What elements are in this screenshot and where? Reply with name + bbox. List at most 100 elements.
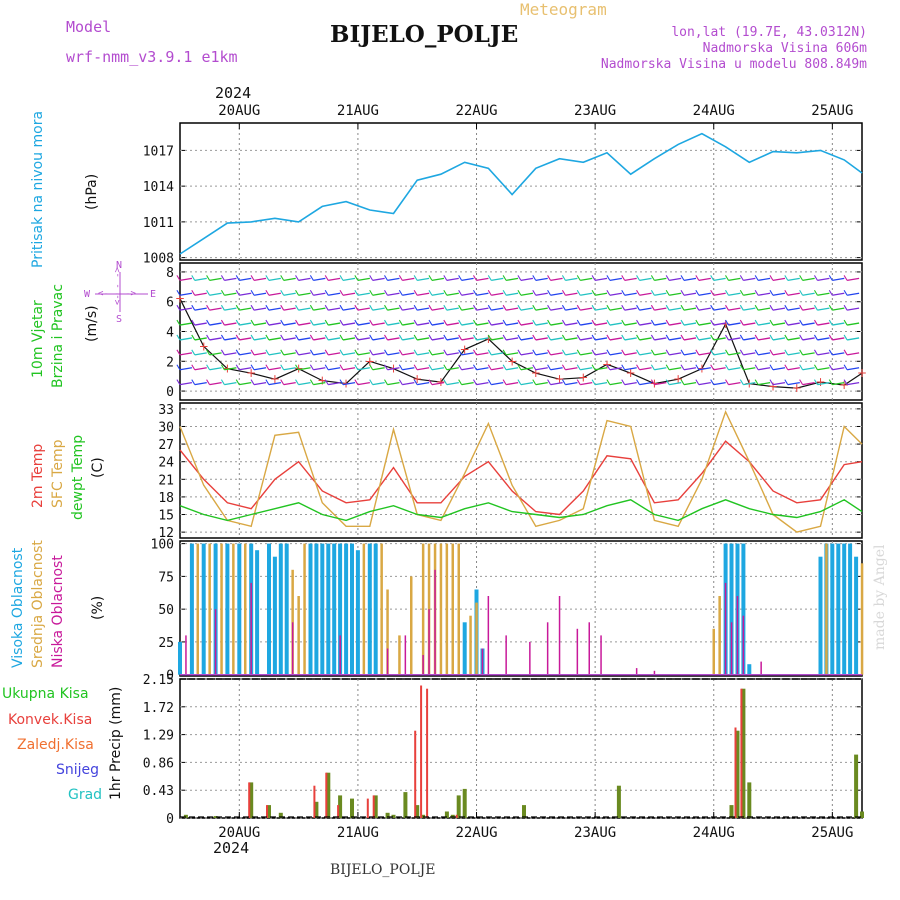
precip-bar-0-6: [326, 772, 331, 818]
wind-barb-flag-3-15: [398, 334, 403, 341]
wind-barb-4-28: [594, 322, 608, 326]
wind-barb-flag-1-29: [606, 364, 611, 371]
wind-barb-1-35: [698, 367, 711, 371]
wind-barb-flag-5-23: [517, 304, 522, 311]
wind-barb-flag-2-40: [769, 349, 774, 356]
wind-barb-2-41: [787, 352, 800, 356]
wind-barb-7-35: [698, 277, 711, 282]
wind-barb-flag-4-1: [191, 319, 196, 326]
cloud-bar-1-7: [303, 543, 306, 675]
wind-barb-flag-1-41: [784, 364, 789, 371]
wind-gust-mark-6: +: [317, 374, 327, 388]
wind-barb-5-36: [713, 307, 726, 311]
wind-barb-0-8: [298, 381, 311, 386]
precip-bar-0-15: [444, 811, 449, 818]
wind-barb-flag-0-35: [695, 379, 700, 385]
wind-barb-2-37: [728, 352, 741, 356]
wind-barb-6-1: [194, 292, 207, 296]
wind-barb-flag-6-11: [339, 289, 344, 296]
cloud-bar-1-11: [398, 635, 401, 675]
wind-barb-5-30: [624, 307, 637, 311]
wind-barb-flag-6-16: [413, 289, 418, 296]
wind-barb-flag-2-35: [695, 349, 700, 356]
wind-barb-2-45: [846, 352, 860, 356]
wind-barb-flag-4-40: [769, 319, 774, 326]
wind-barb-flag-6-41: [784, 289, 789, 296]
wind-barb-flag-6-39: [754, 289, 759, 296]
wind-barb-2-19: [461, 352, 474, 356]
wind-barb-flag-5-32: [650, 304, 655, 311]
wind-barb-flag-2-5: [250, 349, 255, 356]
wind-barb-7-30: [624, 277, 637, 282]
wind-barb-7-26: [565, 277, 578, 282]
panel-frame-pressure: [179, 122, 863, 261]
wind-barb-flag-4-28: [591, 319, 596, 326]
wind-barb-3-25: [550, 337, 563, 341]
wind-barb-flag-6-27: [576, 289, 581, 296]
wind-barb-flag-4-33: [665, 319, 670, 326]
wind-barb-flag-2-42: [799, 349, 804, 356]
wind-barb-flag-7-19: [458, 275, 463, 281]
ytick-label-temperature-6: 30: [158, 420, 174, 435]
wind-barb-7-6: [268, 277, 281, 282]
wind-barb-flag-5-6: [265, 304, 270, 311]
wind-barb-flag-7-39: [754, 275, 759, 281]
wind-barb-flag-2-18: [443, 349, 448, 356]
wind-barb-flag-2-27: [576, 349, 581, 356]
wind-barb-0-11: [342, 381, 356, 386]
wind-barb-1-27: [580, 367, 593, 371]
wind-barb-flag-2-7: [280, 349, 285, 356]
wind-barb-flag-3-17: [428, 334, 433, 341]
wind-barb-0-27: [580, 381, 593, 386]
wind-barb-3-30: [624, 337, 637, 341]
wind-barb-flag-6-14: [384, 289, 388, 296]
wind-barb-flag-4-0: [176, 319, 181, 326]
wind-barb-flag-0-32: [650, 379, 655, 385]
wind-barb-7-0: [179, 277, 193, 282]
wind-barb-flag-4-37: [725, 319, 729, 326]
wind-barb-3-11: [342, 337, 356, 341]
wind-barb-1-6: [268, 367, 281, 371]
wind-barb-7-37: [728, 277, 741, 282]
wind-barb-6-0: [179, 292, 193, 296]
wind-barb-flag-5-24: [532, 304, 537, 311]
wind-barb-flag-7-36: [710, 275, 715, 281]
wind-barb-flag-3-29: [606, 334, 611, 341]
cloud-bar-0-3: [213, 543, 218, 675]
wind-barb-flag-1-11: [339, 364, 344, 371]
wind-barb-2-27: [580, 352, 593, 356]
wind-barb-4-36: [713, 322, 726, 326]
wind-barb-flag-5-34: [680, 304, 685, 311]
wind-barb-6-26: [565, 292, 578, 296]
wind-barb-1-16: [417, 367, 430, 371]
cloud-bar-0-34: [836, 543, 841, 675]
precip-bar-0-11: [391, 814, 396, 818]
wind-barb-2-38: [743, 352, 756, 356]
wind-barb-flag-5-43: [813, 304, 818, 311]
wind-barb-3-5: [253, 337, 267, 341]
wind-barb-flag-1-24: [532, 364, 537, 371]
cloud-bar-0-7: [255, 550, 260, 675]
wind-barb-flag-4-44: [828, 319, 833, 326]
wind-barb-2-28: [594, 352, 608, 356]
wind-barb-flag-2-3: [220, 349, 225, 356]
wind-barb-flag-5-1: [191, 304, 196, 311]
cloud-bar-2-15: [558, 596, 561, 675]
wind-barb-0-25: [550, 381, 563, 386]
wind-barb-0-31: [639, 381, 652, 386]
wind-barb-0-18: [446, 381, 459, 386]
wind-barb-5-0: [179, 307, 193, 311]
wind-barb-flag-6-35: [695, 289, 700, 296]
wind-barb-flag-6-37: [725, 289, 729, 296]
ytick-label-precip-5: 2.15: [143, 673, 174, 688]
wind-barb-1-5: [253, 367, 267, 371]
wind-barb-3-21: [491, 337, 504, 341]
wind-barb-flag-7-0: [176, 275, 181, 281]
xtick-top-label-2: 22AUG: [455, 103, 497, 119]
wind-barb-1-3: [224, 367, 237, 371]
wind-barb-1-39: [758, 367, 771, 371]
ytick-label-clouds-4: 100: [151, 538, 174, 553]
year-bottom: 2024: [213, 839, 250, 857]
precip-bar-0-17: [456, 795, 461, 818]
wind-barb-flag-3-35: [695, 334, 700, 341]
